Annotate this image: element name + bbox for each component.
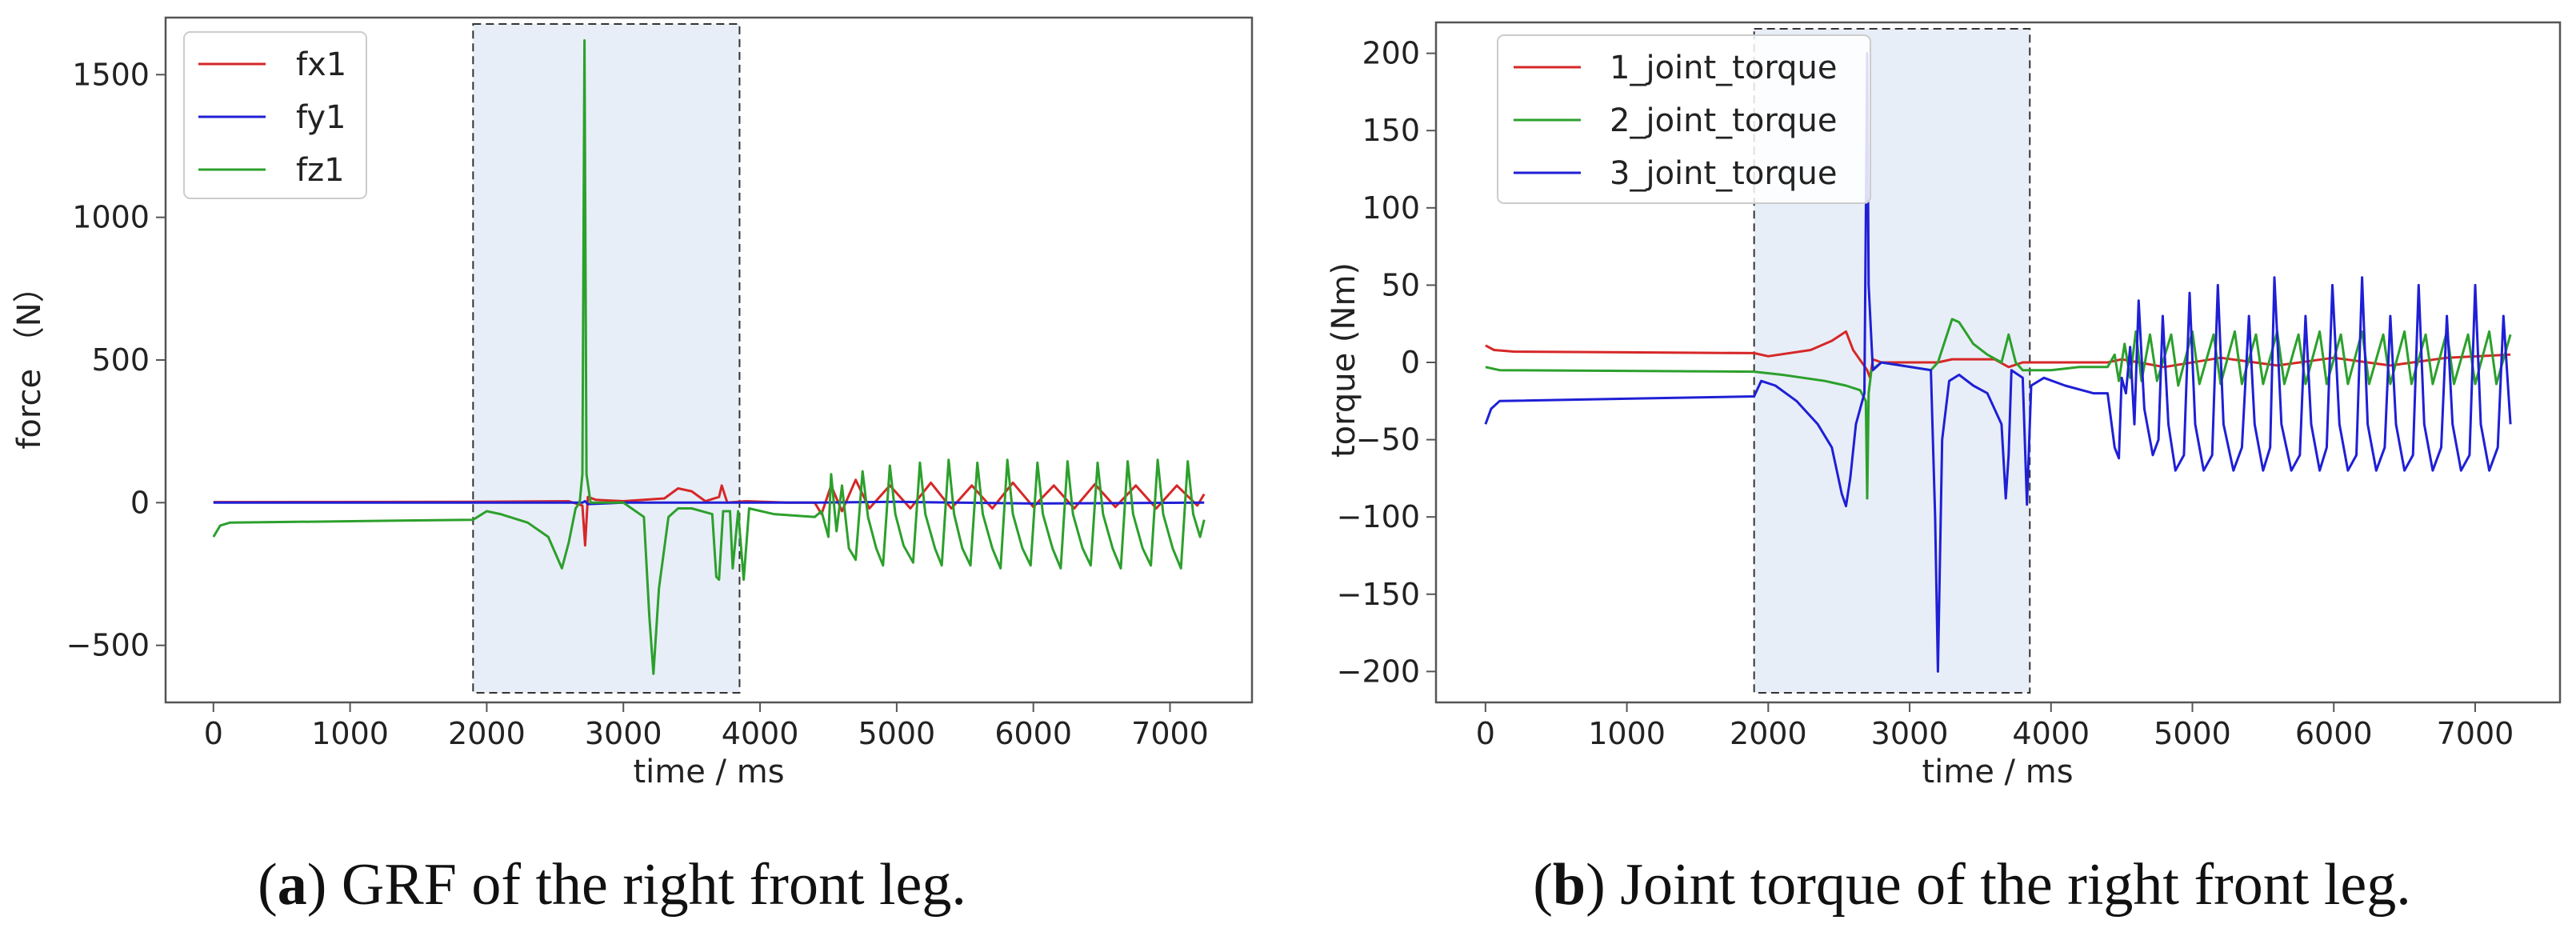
y-tick-label: 150 [1362, 113, 1420, 148]
legend-box [1497, 34, 1871, 204]
x-tick-label: 5000 [2154, 716, 2231, 751]
legend-box [183, 31, 367, 199]
legend: 1_joint_torque 2_joint_torque 3_joint_to… [1497, 34, 1871, 204]
legend-label-fx1: fx1 [296, 46, 346, 83]
caption-letter: b [1553, 852, 1586, 918]
x-tick-label: 6000 [994, 716, 1072, 751]
y-tick-label: 100 [1362, 190, 1420, 226]
x-tick-label: 5000 [858, 716, 936, 751]
y-tick-group: −500 0 500 1000 1500 [66, 57, 166, 663]
y-tick-group: −200 −150 −100 −50 0 50 100 150 200 [1337, 36, 1436, 689]
y-tick-label: 1500 [72, 57, 150, 92]
y-tick-label: 200 [1362, 36, 1420, 71]
x-tick-label: 7000 [2437, 716, 2514, 751]
x-tick-label: 1000 [1588, 716, 1666, 751]
x-axis-label: time / ms [633, 754, 784, 790]
x-tick-label: 2000 [1730, 716, 1807, 751]
x-tick-label: 0 [204, 716, 223, 751]
caption-b: (b) Joint torque of the right front leg. [1533, 852, 2411, 918]
legend-label-fz1: fz1 [296, 152, 345, 189]
y-axis-label: force （N） [11, 270, 48, 449]
series-line-fz1 [212, 39, 1206, 675]
caption-text: Joint torque of the right front leg. [1620, 852, 2411, 918]
y-tick-label: −100 [1337, 499, 1420, 534]
legend-label-1-joint-torque: 1_joint_torque [1610, 50, 1837, 86]
legend-label-fy1: fy1 [296, 99, 346, 136]
x-tick-label: 4000 [722, 716, 799, 751]
caption-a: (a) GRF of the right front leg. [258, 852, 966, 918]
x-tick-label: 7000 [1131, 716, 1209, 751]
x-tick-group: 0 1000 2000 3000 4000 5000 6000 7000 [1476, 702, 2514, 751]
series-group [1484, 52, 2512, 673]
y-tick-label: −500 [66, 628, 150, 663]
legend: fx1 fy1 fz1 [183, 31, 367, 199]
x-tick-label: 3000 [1871, 716, 1949, 751]
x-tick-group: 0 1000 2000 3000 4000 5000 6000 7000 [204, 702, 1209, 751]
chart-b: 0 1000 2000 3000 4000 5000 6000 7000 −200−150−1… [1326, 21, 2562, 918]
y-axis-label: torque (Nm) [1326, 262, 1362, 458]
caption-text: GRF of the right front leg. [342, 852, 966, 918]
y-tick-label: −150 [1337, 577, 1420, 612]
y-tick-label: 0 [1401, 345, 1420, 380]
series-group [212, 39, 1206, 675]
x-tick-label: 4000 [2012, 716, 2090, 751]
x-tick-label: 3000 [585, 716, 662, 751]
y-tick-label: 500 [91, 342, 150, 378]
y-tick-label: 50 [1382, 267, 1420, 302]
x-axis-label: time / ms [1922, 754, 2073, 790]
x-tick-label: 6000 [2295, 716, 2373, 751]
y-tick-label: −200 [1337, 654, 1420, 689]
series-line-3-joint-torque [1484, 52, 2512, 673]
chart-a: 0 1000 2000 3000 4000 5000 6000 7000 −500 0 500 10… [11, 16, 1254, 918]
series-line-fx1 [213, 478, 1206, 547]
x-tick-label: 0 [1476, 716, 1495, 751]
series-line-fy1 [213, 500, 1205, 506]
legend-label-3-joint-torque: 3_joint_torque [1610, 155, 1837, 192]
x-tick-label: 2000 [448, 716, 526, 751]
y-tick-label: 1000 [72, 200, 150, 235]
y-tick-label: −50 [1356, 422, 1420, 458]
caption-letter: a [278, 852, 307, 918]
legend-label-2-joint-torque: 2_joint_torque [1610, 102, 1837, 139]
x-tick-label: 1000 [311, 716, 389, 751]
highlight-region [472, 23, 741, 694]
y-tick-label: 0 [130, 485, 150, 520]
